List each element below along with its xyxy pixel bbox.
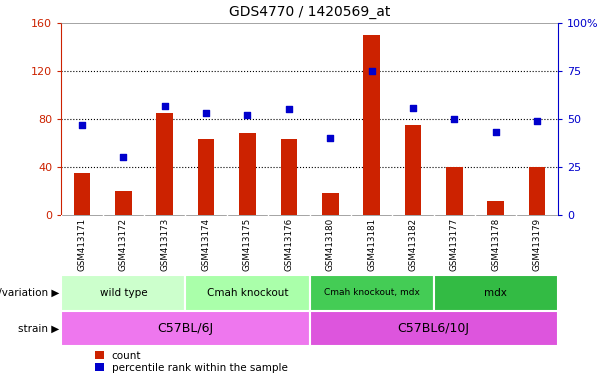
- Bar: [198, 139, 215, 215]
- Bar: [61, 275, 186, 311]
- Text: C57BL/6J: C57BL/6J: [158, 322, 213, 335]
- Title: GDS4770 / 1420569_at: GDS4770 / 1420569_at: [229, 5, 390, 19]
- Text: GSM413172: GSM413172: [119, 218, 128, 271]
- Text: GSM413182: GSM413182: [408, 218, 417, 271]
- Bar: [322, 194, 338, 215]
- Point: [449, 116, 459, 122]
- Bar: [186, 275, 310, 311]
- Point: [326, 135, 335, 141]
- Bar: [310, 311, 558, 346]
- Text: GSM413180: GSM413180: [326, 218, 335, 271]
- Bar: [434, 275, 558, 311]
- Text: GSM413175: GSM413175: [243, 218, 252, 271]
- Bar: [74, 173, 90, 215]
- Text: GSM413171: GSM413171: [77, 218, 86, 271]
- Point: [532, 118, 542, 124]
- Text: C57BL6/10J: C57BL6/10J: [398, 322, 470, 335]
- Bar: [487, 200, 504, 215]
- Bar: [405, 125, 421, 215]
- Point: [243, 112, 253, 118]
- Text: strain ▶: strain ▶: [18, 323, 59, 333]
- Point: [118, 154, 128, 161]
- Text: GSM413179: GSM413179: [533, 218, 542, 271]
- Text: GSM413174: GSM413174: [202, 218, 211, 271]
- Point: [408, 104, 418, 111]
- Bar: [281, 139, 297, 215]
- Bar: [156, 113, 173, 215]
- Bar: [115, 191, 132, 215]
- Text: Cmah knockout: Cmah knockout: [207, 288, 288, 298]
- Bar: [446, 167, 463, 215]
- Text: GSM413176: GSM413176: [284, 218, 294, 271]
- Bar: [61, 311, 310, 346]
- Point: [77, 122, 87, 128]
- Text: GSM413177: GSM413177: [450, 218, 459, 271]
- Point: [367, 68, 376, 74]
- Text: Cmah knockout, mdx: Cmah knockout, mdx: [324, 288, 419, 297]
- Text: genotype/variation ▶: genotype/variation ▶: [0, 288, 59, 298]
- Legend: count, percentile rank within the sample: count, percentile rank within the sample: [91, 346, 292, 377]
- Bar: [364, 35, 380, 215]
- Text: mdx: mdx: [484, 288, 507, 298]
- Point: [491, 129, 501, 136]
- Text: GSM413178: GSM413178: [491, 218, 500, 271]
- Text: wild type: wild type: [99, 288, 147, 298]
- Point: [284, 106, 294, 113]
- Bar: [529, 167, 546, 215]
- Text: GSM413181: GSM413181: [367, 218, 376, 271]
- Point: [201, 110, 211, 116]
- Bar: [310, 275, 434, 311]
- Text: GSM413173: GSM413173: [160, 218, 169, 271]
- Point: [160, 103, 170, 109]
- Bar: [239, 134, 256, 215]
